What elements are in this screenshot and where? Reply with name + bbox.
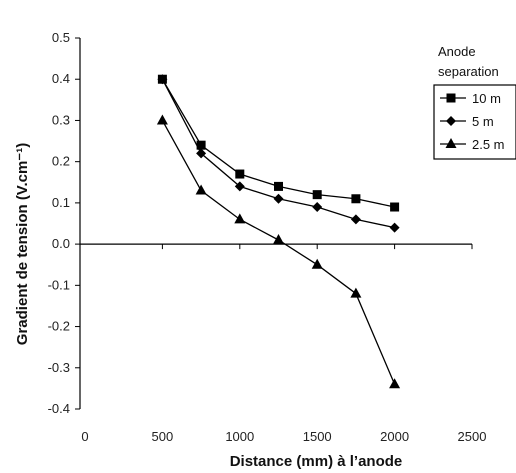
legend-items: 10 m 5 m 2.5 m (440, 91, 505, 152)
y-tick-label: -0.3 (48, 360, 70, 375)
data-point-5m (157, 74, 168, 85)
legend-marker-10m (446, 93, 456, 103)
legend-marker-2-5m (445, 138, 457, 148)
y-axis-title: Gradient de tension (V.cm⁻¹) (14, 143, 31, 345)
y-tick-label: 0.5 (52, 30, 70, 45)
legend-box (433, 84, 516, 160)
legend-label-10m: 10 m (472, 91, 501, 106)
data-point-2-5m (350, 287, 362, 298)
data-point-10m (274, 181, 283, 191)
y-tick-label: 0.1 (52, 195, 70, 210)
y-tick-label: 0.2 (52, 154, 70, 169)
data-point-5m (273, 193, 284, 204)
x-tick-label: 1500 (303, 429, 332, 444)
data-point-5m (312, 202, 323, 213)
data-point-10m (235, 169, 245, 179)
y-tick-label: -0.1 (48, 277, 70, 292)
y-tick-label: 0.3 (52, 112, 70, 127)
x-tick-label: 500 (152, 429, 174, 444)
series-group (156, 74, 401, 389)
data-point-2-5m (195, 184, 207, 195)
x-axis-title: Distance (mm) à l’anode (230, 453, 403, 470)
y-tick-label: 0.4 (52, 71, 70, 86)
data-point-5m (389, 222, 400, 233)
data-point-2-5m (273, 233, 284, 244)
legend-marker-5m (446, 116, 456, 126)
y-tick-label: -0.2 (48, 319, 70, 334)
x-tick-label: 1000 (225, 429, 254, 444)
y-tick-labels: 0.5 0.4 0.3 0.2 0.1 0.0 -0.1 -0.2 -0.3 -0.4 (48, 30, 70, 416)
data-point-5m (350, 214, 361, 225)
data-point-10m (196, 140, 206, 150)
axes (75, 37, 473, 410)
y-tick-label: 0.0 (52, 236, 70, 251)
data-point-2-5m (389, 378, 401, 389)
data-point-2-5m (156, 114, 168, 125)
data-point-10m (312, 190, 322, 200)
legend-title-line-1: Anode (438, 44, 476, 59)
x-tick-label: 0 (81, 429, 88, 444)
legend-label-5m: 5 m (472, 114, 494, 129)
data-point-2-5m (311, 258, 323, 269)
data-point-5m (196, 148, 207, 159)
x-tick-label: 2000 (380, 429, 409, 444)
data-point-2-5m (234, 213, 246, 224)
x-tick-labels: 0 500 1000 1500 2000 2500 (81, 429, 486, 444)
y-tick-label: -0.4 (48, 401, 70, 416)
x-tick-label: 2500 (458, 429, 487, 444)
legend: Anode separation 10 m 5 m 2.5 m (433, 44, 516, 160)
series-line-2-5m (161, 120, 396, 385)
data-point-10m (351, 194, 361, 204)
data-point-5m (234, 181, 245, 192)
legend-title-line-2: separation (438, 64, 499, 79)
data-point-10m (390, 202, 400, 212)
legend-label-2-5m: 2.5 m (472, 137, 505, 152)
